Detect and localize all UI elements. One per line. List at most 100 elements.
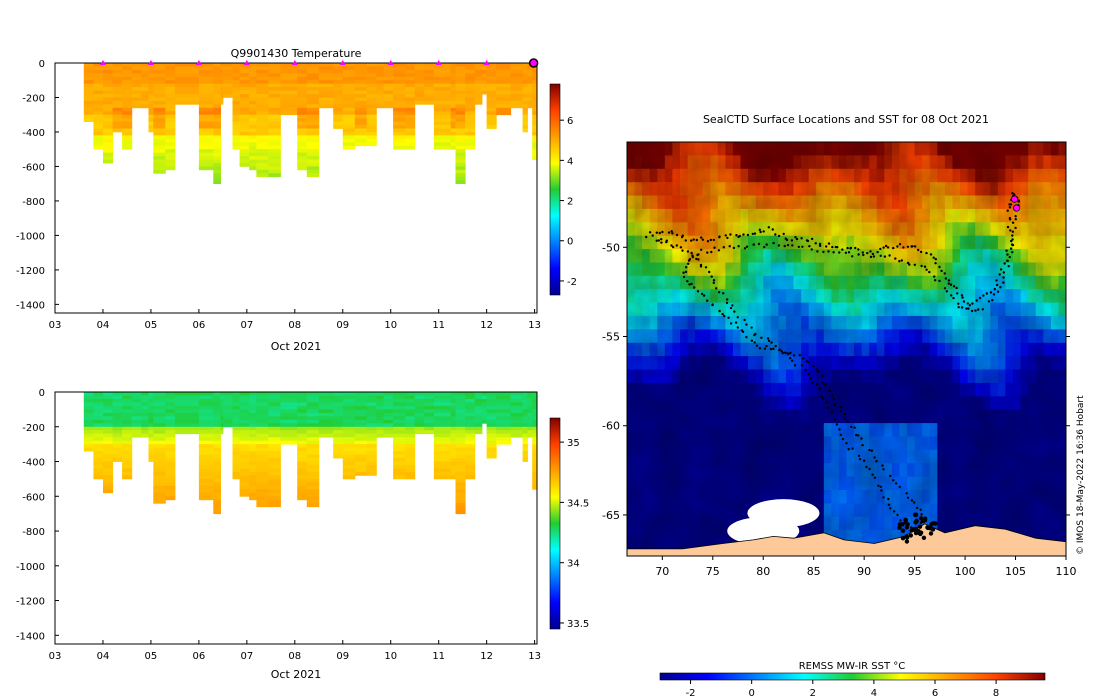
profile-cell [465, 125, 476, 129]
profile-cell [268, 412, 281, 417]
profile-cell [213, 166, 221, 171]
profile-cell [393, 97, 406, 102]
profile-cell [532, 107, 537, 112]
profile-cell [83, 69, 94, 74]
colorbar-tick-label: 33.5 [567, 619, 589, 630]
profile-cell [383, 416, 394, 421]
profile-cell [93, 63, 104, 67]
profile-cell [474, 90, 483, 95]
profile-cell [239, 471, 250, 476]
profile-cell [93, 444, 104, 448]
profile-cell [297, 152, 308, 157]
profile-cell [198, 69, 214, 74]
profile-cell [220, 80, 224, 84]
profile-cell [306, 100, 320, 105]
profile-cell [486, 447, 497, 452]
track-point [955, 286, 958, 290]
profile-cell [268, 402, 281, 407]
track-point [728, 245, 731, 248]
profile-cell [148, 416, 154, 421]
profile-cell [83, 76, 94, 81]
profile-cell [198, 423, 214, 428]
profile-cell [306, 496, 320, 501]
profile-cell [510, 104, 524, 109]
profile-cell [405, 80, 416, 84]
profile-cell [414, 419, 425, 424]
profile-cell [249, 114, 257, 119]
track-point [982, 294, 985, 297]
profile-cell [198, 461, 214, 466]
profile-cell [165, 163, 176, 167]
profile-cell [366, 90, 377, 95]
track-point [660, 238, 663, 241]
profile-cell [424, 430, 435, 435]
profile-cell [93, 419, 104, 424]
profile-cell [366, 87, 377, 91]
profile-cell [83, 111, 94, 116]
profile-cell [342, 430, 356, 435]
profile-cell [198, 489, 214, 494]
profile-cell [522, 111, 528, 116]
profile-cell [198, 135, 214, 140]
profile-cell [297, 100, 308, 105]
track-point [1002, 276, 1005, 279]
profile-cell [465, 471, 476, 476]
profile-cell [268, 499, 281, 504]
profile-cell [366, 94, 377, 98]
track-point [763, 347, 767, 350]
profile-cell [122, 423, 133, 428]
track-point [818, 387, 822, 390]
profile-cell [527, 405, 533, 410]
profile-cell [522, 114, 528, 119]
profile-cell [532, 94, 537, 98]
profile-cell [220, 426, 224, 431]
profile-cell [122, 114, 133, 119]
profile-cell [239, 114, 250, 119]
profile-cell [220, 94, 224, 98]
profile-cell [131, 405, 142, 410]
profile-cell [141, 69, 149, 74]
profile-cell [405, 142, 416, 147]
track-point [753, 232, 757, 235]
profile-cell [198, 87, 214, 91]
profile-cell [522, 97, 528, 102]
profile-cell [354, 447, 368, 452]
profile-cell [165, 430, 176, 435]
profile-cell [131, 104, 142, 109]
profile-cell [354, 433, 368, 438]
x-tick-label: 12 [480, 651, 493, 662]
profile-cell [256, 440, 269, 445]
profile-cell [522, 80, 528, 84]
profile-cell [474, 100, 483, 105]
track-point [771, 228, 774, 231]
profile-cell [239, 416, 250, 421]
profile-cell [239, 447, 250, 452]
profile-cell [148, 419, 154, 424]
profile-cell [249, 166, 257, 171]
profile-cell [198, 149, 214, 153]
profile-cell [83, 107, 94, 112]
profile-cell [450, 94, 456, 98]
profile-cell [148, 97, 154, 102]
profile-cell [249, 152, 257, 157]
track-point [857, 253, 860, 256]
profile-cell [122, 409, 133, 414]
profile-cell [433, 402, 452, 407]
profile-cell [527, 100, 533, 105]
profile-cell [433, 405, 452, 410]
track-point [690, 239, 693, 242]
profile-cell [232, 451, 241, 455]
sst-colorbar-ticks: -2 0 2 4 6 8 [686, 680, 999, 699]
profile-cell [93, 66, 104, 71]
profile-cell [249, 94, 257, 98]
profile-cell [249, 433, 257, 438]
colorbar-tick-label: 0 [567, 237, 573, 248]
track-point [745, 245, 749, 248]
track-point [690, 282, 693, 286]
profile-cell [450, 423, 456, 428]
profile-cell [148, 451, 154, 455]
profile-cell [93, 138, 104, 143]
profile-cell [153, 458, 166, 462]
profile-cell [393, 76, 406, 81]
profile-cell [486, 104, 497, 109]
